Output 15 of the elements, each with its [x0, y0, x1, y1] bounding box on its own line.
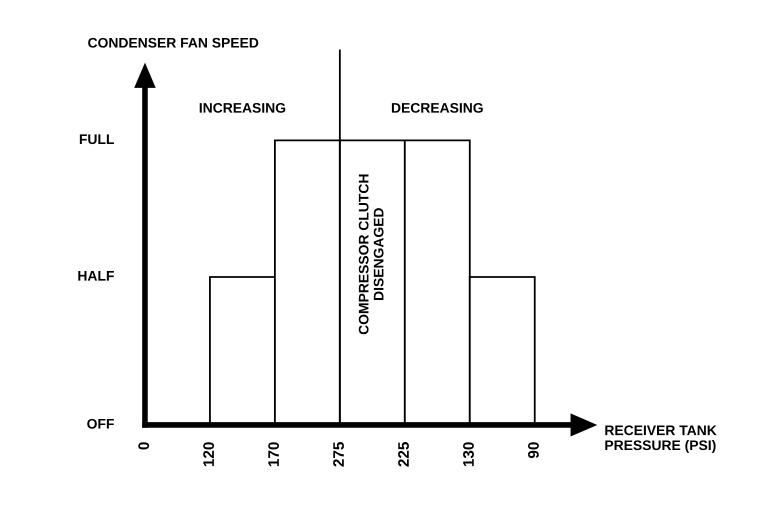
text: 90 — [528, 442, 539, 458]
text: CONDENSER FAN SPEED — [88, 38, 258, 48]
text: 225 — [398, 442, 409, 467]
text: HALF — [78, 271, 114, 281]
text: FULL — [80, 134, 114, 144]
text: RECEIVER TANK PRESSURE (PSI) — [605, 425, 717, 453]
text: OFF — [87, 418, 114, 429]
text: 130 — [463, 442, 474, 466]
text: 170 — [268, 442, 279, 466]
text: DECREASING — [392, 102, 483, 113]
text: 0 — [138, 442, 150, 450]
text: 120 — [203, 442, 214, 466]
annotation: COMPRESSOR CLUTCH DISENGAGED — [358, 174, 384, 334]
text: INCREASING — [200, 102, 286, 113]
text: 275 — [333, 442, 344, 467]
